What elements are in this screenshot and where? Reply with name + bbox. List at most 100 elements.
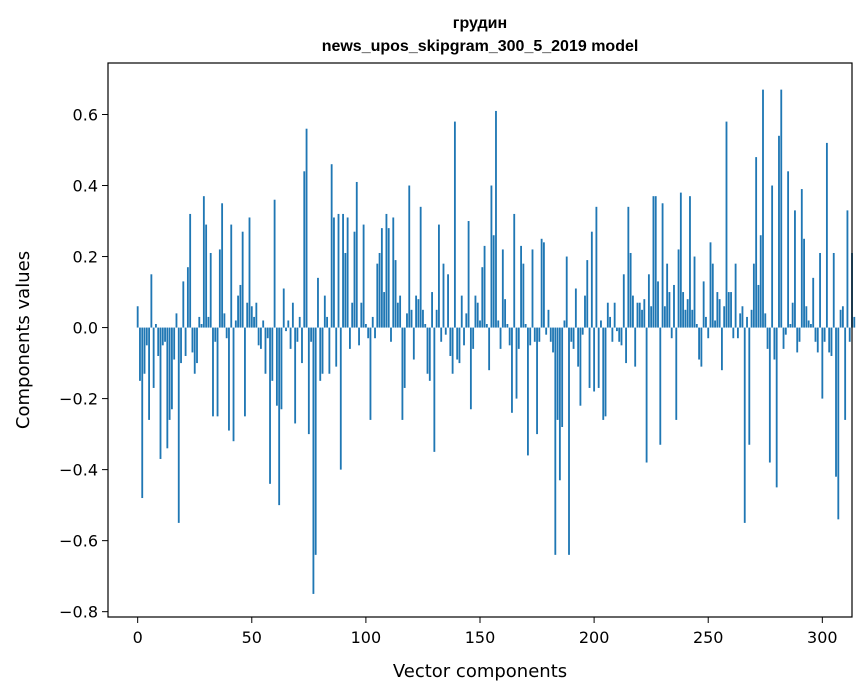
bar-241	[686, 299, 689, 328]
bar-173	[531, 249, 534, 328]
bar-174	[533, 327, 536, 342]
bar-171	[527, 327, 529, 456]
bar-186	[561, 327, 564, 428]
bar-130	[433, 327, 436, 452]
bar-183	[554, 327, 557, 555]
bar-110	[387, 228, 390, 328]
bar-161	[504, 299, 507, 328]
bar-185	[558, 327, 561, 481]
bar-260	[730, 292, 732, 328]
y-tick-label: −0.6	[59, 532, 98, 551]
x-axis-ticks: 0 50 100 150 200 250 300	[133, 617, 838, 647]
y-axis-label: Components values	[13, 251, 34, 429]
bar-108	[383, 292, 386, 328]
x-tick-label: 150	[465, 628, 496, 647]
x-tick-label: 100	[351, 628, 382, 647]
bar-310	[844, 327, 847, 420]
bar-100	[364, 324, 367, 328]
bar-156	[492, 235, 495, 328]
bar-152	[483, 245, 486, 328]
bar-280	[775, 327, 778, 488]
bar-211	[618, 327, 621, 342]
bar-76	[310, 327, 313, 342]
bar-178	[542, 242, 545, 328]
bar-6	[150, 274, 153, 328]
bar-175	[536, 327, 538, 435]
bar-131	[435, 309, 438, 328]
bar-290	[798, 327, 801, 342]
bar-90	[342, 213, 344, 328]
bar-231	[663, 306, 666, 328]
bar-143	[463, 327, 465, 346]
bar-84	[328, 327, 331, 374]
bar-167	[517, 327, 520, 349]
bar-200	[593, 327, 596, 392]
bar-181	[549, 327, 552, 342]
bar-275	[764, 313, 767, 328]
bar-136	[447, 274, 449, 328]
bar-138	[451, 327, 454, 374]
bar-149	[476, 302, 479, 328]
bar-270	[752, 263, 755, 328]
bar-147	[472, 327, 475, 349]
bar-81	[321, 327, 324, 374]
bar-12	[164, 327, 166, 342]
bar-165	[513, 213, 516, 328]
bar-132	[438, 224, 440, 328]
bar-57	[266, 327, 269, 339]
bar-19	[180, 327, 182, 364]
bar-305	[832, 252, 835, 328]
bar-64	[282, 288, 285, 328]
bar-196	[584, 295, 586, 328]
bar-273	[759, 235, 762, 328]
bar-122	[415, 295, 418, 328]
bar-238	[679, 192, 682, 328]
bar-286	[789, 324, 792, 328]
bar-148	[474, 295, 477, 328]
bar-24	[191, 327, 194, 353]
bar-303	[828, 327, 831, 353]
bar-233	[668, 292, 671, 328]
bar-299	[819, 252, 821, 328]
bar-49	[248, 217, 251, 328]
bar-225	[650, 306, 653, 328]
bar-17	[175, 313, 178, 328]
bar-176	[538, 327, 541, 342]
bar-302	[825, 142, 828, 328]
bar-73	[303, 171, 306, 328]
bar-126	[424, 324, 427, 328]
bar-253	[714, 320, 716, 328]
bar-170	[524, 324, 527, 328]
bar-180	[547, 309, 550, 328]
bar-50	[250, 306, 253, 328]
bar-197	[586, 260, 589, 328]
bar-289	[796, 327, 799, 353]
bar-223	[645, 327, 648, 463]
bar-125	[422, 309, 424, 328]
bar-154	[488, 327, 491, 371]
bar-145	[467, 221, 470, 328]
bar-245	[695, 324, 698, 328]
bar-80	[319, 327, 322, 381]
bar-215	[627, 206, 630, 328]
bar-93	[349, 327, 351, 349]
bar-314	[853, 316, 856, 328]
bar-103	[371, 316, 374, 328]
bar-263	[736, 327, 739, 339]
bar-144	[465, 313, 468, 328]
bar-262	[734, 263, 737, 328]
bar-224	[647, 274, 650, 328]
bar-59	[271, 327, 274, 381]
bar-226	[652, 196, 655, 328]
bar-179	[545, 327, 548, 335]
bar-82	[323, 295, 326, 328]
bar-142	[460, 295, 463, 328]
bar-141	[458, 327, 461, 364]
bar-192	[574, 288, 577, 328]
bar-39	[225, 327, 228, 339]
bar-160	[501, 249, 504, 328]
y-tick-label: 0.6	[73, 105, 98, 124]
bar-208	[611, 327, 614, 342]
bar-107	[380, 228, 383, 328]
bar-258	[725, 121, 728, 328]
